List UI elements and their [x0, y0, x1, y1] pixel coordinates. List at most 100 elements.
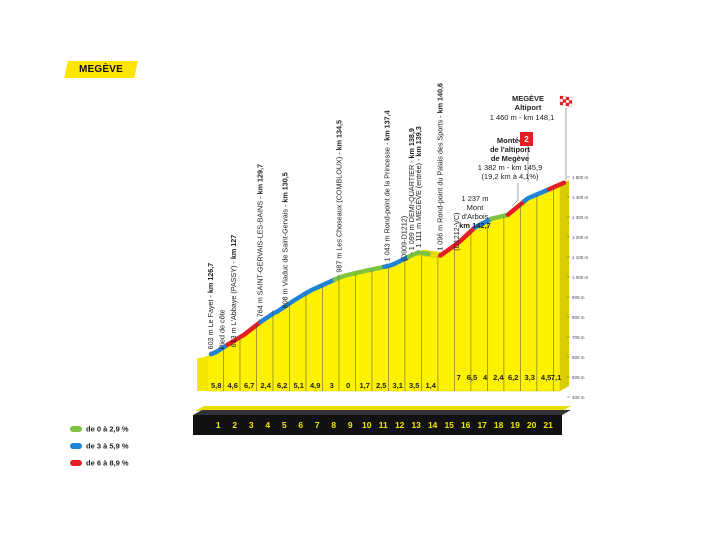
y-tick-label: 900 m — [572, 295, 585, 300]
annotation-text: 764 m SAINT-GERVAIS-LES-BAINS - — [255, 194, 264, 317]
km-mark: 2 — [232, 420, 237, 430]
y-tick-label: 600 m — [572, 355, 585, 360]
y-tick-label: 700 m — [572, 335, 585, 340]
km-mark: 14 — [428, 420, 438, 430]
km-mark: 12 — [395, 420, 405, 430]
gradient-band — [382, 254, 412, 270]
km-mark: 15 — [444, 420, 454, 430]
km-mark: 19 — [510, 420, 520, 430]
km-mark: 13 — [411, 420, 421, 430]
km-mark: 18 — [494, 420, 504, 430]
annotation-text: 808 m Viaduc de Saint-Gervais - — [281, 203, 290, 309]
annotation-km: km 138,9 — [407, 128, 416, 158]
gradient-band — [489, 212, 511, 221]
segment-gradient: 6,7 — [244, 381, 254, 390]
y-tick-label: 800 m — [572, 315, 585, 320]
legend-swatch-low — [70, 426, 82, 433]
finish-name: Altiport — [515, 103, 542, 112]
segment-gradient: 7,1 — [551, 373, 561, 382]
climb-name: de l'altiport — [490, 145, 531, 154]
profile-side-face — [560, 180, 569, 391]
finish-flag — [559, 98, 564, 103]
annotation-text: (D1212-VC) — [452, 212, 461, 250]
annotation-text: 603 m Le Fayet - — [206, 293, 215, 349]
finish-name: MEGÈVE — [512, 94, 544, 103]
climb-leader — [511, 199, 519, 207]
legend-swatch-mid — [70, 443, 82, 450]
segment-gradient: 3,3 — [524, 373, 534, 382]
km-mark: 8 — [331, 420, 336, 430]
finish-flag — [568, 103, 573, 107]
annotation-text: (D909-D1212) — [399, 216, 408, 262]
climb-name: Montée — [497, 136, 523, 145]
annotation-km: km 127 — [229, 235, 238, 259]
km-mark: 16 — [461, 420, 471, 430]
climb-details: 1 382 m - km 145,9 — [478, 163, 543, 172]
segment-gradient: 1,7 — [359, 381, 369, 390]
annotation-text: 1 111 m MEGÈVE (entrée) - — [414, 157, 423, 248]
segment-gradient: 1,4 — [425, 381, 436, 390]
climb-name: de Megève — [491, 154, 529, 163]
legend-swatch-high — [70, 460, 82, 467]
segment-gradient: 4,9 — [310, 381, 320, 390]
legend-item-mid: de 3 à 5,9 % — [70, 441, 129, 451]
finish-flag — [568, 100, 573, 104]
segment-gradient: 4,6 — [228, 381, 238, 390]
finish-flag — [562, 102, 567, 106]
arbois-km: km 142,7 — [459, 221, 491, 230]
segment-gradient: 6,5 — [467, 373, 477, 382]
annotation-km: km 137,4 — [383, 110, 392, 140]
finish-flag — [559, 101, 564, 106]
km-mark: 17 — [477, 420, 487, 430]
km-mark: 9 — [348, 420, 353, 430]
annotation-km: km 140,6 — [435, 83, 444, 113]
segment-gradient: 7 — [457, 373, 461, 382]
profile-left-face — [197, 356, 207, 391]
legend-label-mid: de 3 à 5,9 % — [86, 441, 129, 451]
segment-gradient: 2,4 — [493, 373, 504, 382]
segment-gradient: 5,8 — [211, 381, 221, 390]
finish-flag — [565, 99, 570, 104]
annotation-text: 1 096 m Rond-point du Palais des Sports … — [435, 113, 444, 250]
place-annotation: 808 m Viaduc de Saint-Gervais - km 130,5 — [281, 172, 290, 308]
arbois-name: Mont — [467, 203, 485, 212]
segment-gradient: 2,5 — [376, 381, 386, 390]
place-annotation: 987 m Les Choseaux (COMBLOUX) - km 134,5 — [335, 120, 344, 273]
km-mark: 10 — [362, 420, 372, 430]
arbois-name: d'Arbois — [462, 212, 489, 221]
gradient-band — [505, 198, 527, 217]
segment-gradient: 0 — [346, 381, 350, 390]
annotation-km: km 134,5 — [335, 120, 344, 150]
annotation-text: 987 m Les Choseaux (COMBLOUX) - — [335, 150, 344, 272]
annotation-text: 1 099 m DEMI-QUARTIER - — [407, 158, 416, 250]
km-mark: 5 — [282, 420, 287, 430]
km-mark: 21 — [543, 420, 553, 430]
annotation-text: 1 043 m Rond-point de la Princesse - — [383, 141, 392, 262]
annotation-km: km 126,7 — [206, 263, 215, 293]
gradient-band — [258, 309, 280, 325]
km-mark: 7 — [315, 420, 320, 430]
gradient-band — [225, 319, 263, 347]
place-annotation: 1 043 m Rond-point de la Princesse - km … — [383, 110, 392, 261]
km-mark: 1 — [216, 420, 221, 430]
legend-label-high: de 6 à 8,9 % — [86, 458, 129, 468]
gradient-band — [208, 342, 230, 357]
km-mark: 11 — [379, 420, 388, 430]
place-annotation: 1 111 m MEGÈVE (entrée) - km 139,3 — [414, 126, 423, 248]
y-tick-label: 1 000 m — [572, 275, 589, 280]
y-tick-label: 1 300 m — [572, 215, 589, 220]
gradient-band — [438, 225, 478, 258]
segment-gradient: 2,4 — [261, 381, 272, 390]
arbois-altitude: 1 237 m — [461, 194, 488, 203]
annotation-km: km 139,3 — [414, 126, 423, 156]
km-mark: 4 — [265, 420, 270, 430]
segment-gradient: 3,1 — [392, 381, 402, 390]
annotation-km: km 130,5 — [281, 172, 290, 202]
place-annotation: 613 m L'Abbaye (PASSY) - km 127 — [229, 235, 238, 348]
ground-shelf — [195, 406, 571, 411]
finish-flag — [559, 95, 564, 100]
annotation-km: km 129,7 — [255, 164, 264, 194]
category-number: 2 — [524, 135, 529, 144]
climb-details: (19,2 km à 4,1%) — [481, 172, 539, 181]
